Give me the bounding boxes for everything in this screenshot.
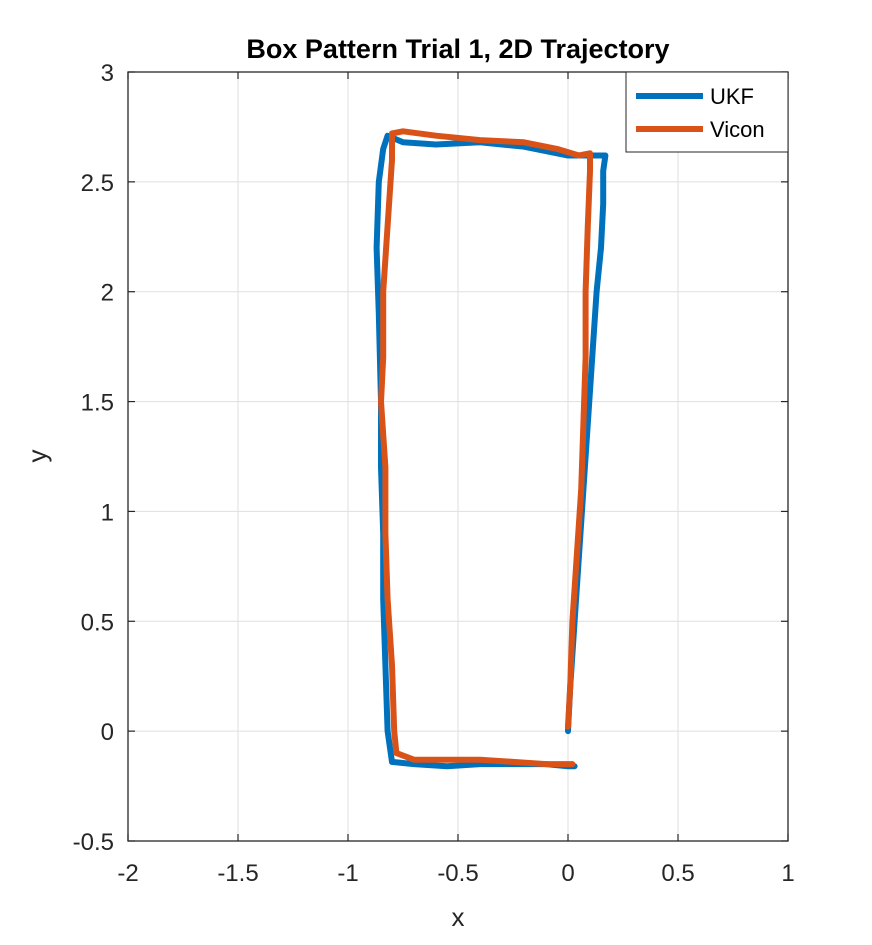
y-tick-label: 2: [101, 280, 114, 307]
series-line-ukf: [373, 132, 609, 770]
x-tick-label: -0.5: [437, 860, 478, 887]
y-tick-label: 1: [101, 499, 114, 526]
y-tick-label: 3: [101, 60, 114, 87]
x-tick-label: 0.5: [661, 860, 694, 887]
y-tick-label: 1.5: [81, 390, 114, 417]
legend-label-ukf: UKF: [710, 84, 754, 109]
x-axis-label: x: [452, 902, 465, 932]
axis-ticks: -2 -1.5 -1 -0.5 0 0.5 1 -0.5 0 0.5 1 1.5 2 2.5 3: [73, 60, 795, 887]
x-tick-label: -1.5: [217, 860, 258, 887]
chart-title: Box Pattern Trial 1, 2D Trajectory: [246, 34, 669, 64]
x-tick-label: -2: [117, 860, 138, 887]
series-line-vicon: [378, 128, 593, 768]
y-tick-label: 0: [101, 719, 114, 746]
y-tick-label: 2.5: [81, 170, 114, 197]
x-tick-label: -1: [337, 860, 358, 887]
y-axis-label: y: [22, 450, 52, 463]
data-series: [373, 128, 609, 770]
legend: UKF Vicon: [625, 71, 789, 153]
y-tick-label: -0.5: [73, 829, 114, 856]
legend-box: [625, 71, 789, 153]
y-tick-label: 0.5: [81, 609, 114, 636]
x-tick-label: 1: [781, 860, 794, 887]
x-tick-label: 0: [561, 860, 574, 887]
legend-label-vicon: Vicon: [710, 117, 765, 142]
